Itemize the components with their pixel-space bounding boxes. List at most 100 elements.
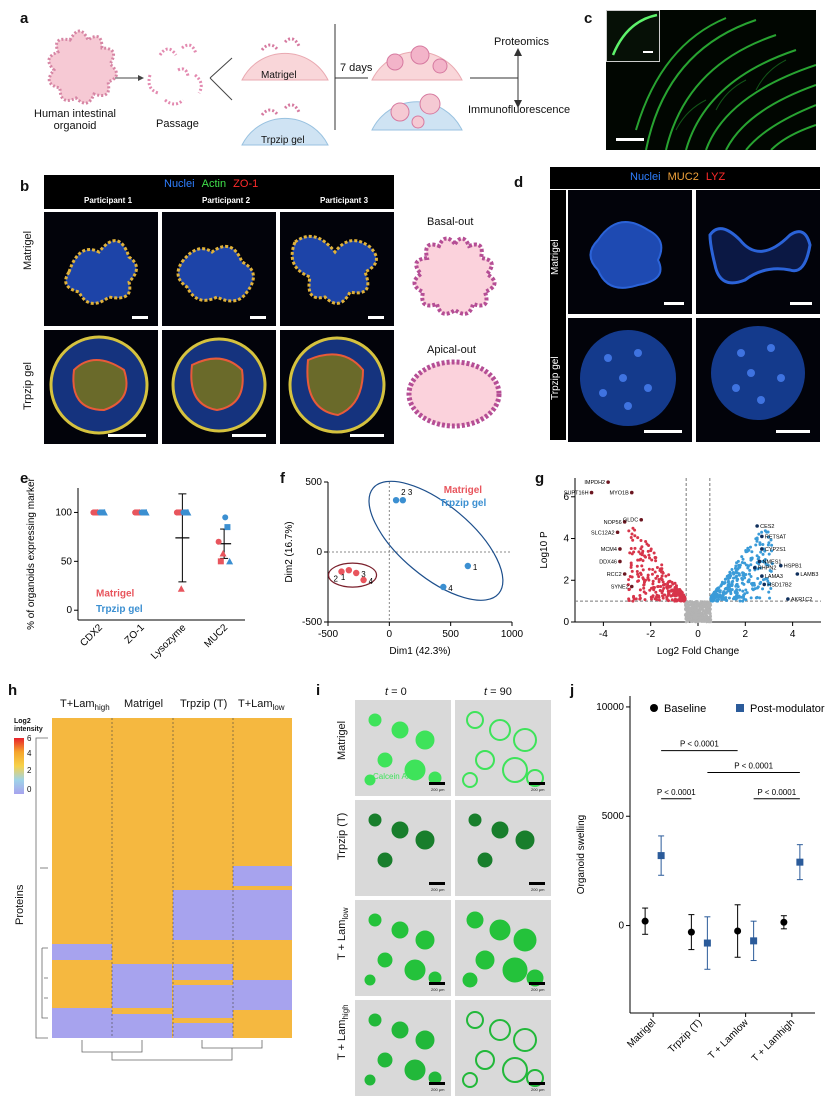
g-point-up	[743, 576, 747, 580]
e-y-tick-label: 50	[61, 556, 73, 567]
i-scalebar	[429, 882, 445, 885]
g-point-ns	[704, 615, 708, 619]
g-x-axis-label: Log2 Fold Change	[657, 646, 740, 657]
i-image: 200 µm Calcein AM	[355, 700, 451, 796]
d-stain-nuclei-label: Nuclei	[630, 171, 661, 183]
participant-1-label: Participant 1	[84, 196, 133, 205]
e-y-tick-label: 100	[55, 507, 72, 518]
panel-i-label: i	[316, 682, 321, 699]
g-point-up	[758, 566, 762, 570]
g-point-up	[765, 530, 769, 534]
g-point-down	[647, 567, 651, 571]
g-point-down	[648, 588, 652, 592]
e-point	[222, 514, 229, 521]
g-point-up	[733, 590, 737, 594]
g-point-up	[761, 587, 765, 591]
g-point-ns	[698, 610, 702, 613]
i-scalebar-label: 200 µm	[531, 1087, 545, 1092]
f-point	[464, 562, 472, 570]
g-point-down	[654, 590, 658, 594]
g-point-down	[658, 588, 662, 592]
i-col-t90: t = 90	[484, 686, 512, 698]
g-point-down	[679, 590, 683, 594]
g-gene-label: HSPB1	[784, 564, 802, 570]
g-point-down	[638, 596, 642, 600]
g-point-up	[766, 563, 770, 567]
g-point-down	[649, 586, 653, 590]
g-point-down	[631, 599, 635, 603]
j-baseline-point	[641, 917, 649, 925]
g-point-down	[664, 574, 668, 578]
g-point-up	[728, 570, 732, 574]
g-point-up	[719, 584, 723, 588]
g-point-down	[641, 576, 645, 580]
g-point-ns	[705, 611, 709, 615]
g-point-down	[654, 559, 658, 563]
g-point-up	[741, 571, 745, 575]
g-point-up	[737, 563, 741, 567]
panel-f-chart: -500 0 500 1000 -500 0 500 Dim1 (42.3%) Dim2 (16…	[284, 477, 524, 657]
g-point-down	[640, 545, 644, 549]
g-point-down	[633, 534, 637, 538]
g-point-up	[745, 591, 749, 595]
g-point-down	[657, 598, 661, 602]
g-point-ns	[703, 603, 707, 607]
f-legend-trpzip: Trpzip gel	[440, 498, 487, 509]
g-point-up	[768, 581, 772, 585]
i-scalebar	[429, 782, 445, 785]
g-point-down	[660, 574, 664, 578]
j-y-axis-label: Organoid swelling	[576, 815, 587, 895]
g-labeled-point	[629, 490, 634, 495]
j-x-tick-label: T + Lamhigh	[750, 1017, 797, 1064]
i-row-tlamhigh: T + Lamhigh	[336, 1004, 351, 1060]
i-row-trpzip: Trpzip (T)	[336, 812, 348, 860]
i-scalebar-label: 200 µm	[531, 887, 545, 892]
g-point-ns	[696, 608, 700, 612]
basal-out-label: Basal-out	[427, 216, 474, 228]
g-x-tick-label: 0	[695, 629, 701, 640]
g-point-down	[660, 591, 664, 595]
f-x-tick-label: 500	[442, 629, 459, 640]
g-point-up	[769, 538, 773, 542]
i-image: 200 µm	[455, 800, 551, 896]
g-point-up	[761, 552, 765, 556]
g-point-down	[666, 581, 670, 585]
i-scalebar	[529, 782, 545, 785]
g-point-down	[656, 574, 660, 578]
e-x-tick-label: ZO-1	[123, 622, 147, 646]
j-post-point	[796, 858, 804, 866]
g-point-down	[683, 597, 687, 601]
j-baseline-point	[687, 928, 695, 936]
g-point-ns	[688, 618, 691, 621]
panel-e-chart: 0 50 100 % of organoids expressing marker CD…	[26, 477, 245, 660]
g-point-down	[668, 585, 672, 589]
g-point-up	[725, 586, 729, 590]
g-point-up	[749, 596, 753, 600]
g-point-down	[627, 598, 631, 602]
g-point-ns	[687, 603, 691, 607]
e-legend-matrigel: Matrigel	[96, 589, 135, 600]
j-significance-label: P < 0.0001	[680, 740, 719, 749]
f-point-label: 4	[369, 577, 374, 586]
e-point	[92, 509, 99, 516]
g-point-up	[725, 574, 729, 578]
g-point-up	[769, 587, 773, 591]
g-point-ns	[690, 606, 693, 610]
g-point-down	[639, 557, 643, 561]
f-point-label: 3	[361, 570, 366, 579]
g-point-ns	[695, 619, 699, 623]
panel-e-label: e	[20, 470, 29, 487]
f-y-axis-label: Dim2 (16.7%)	[284, 521, 295, 582]
passage-fragments-illustration	[147, 43, 203, 106]
h-legend-tick-2: 2	[27, 766, 32, 775]
j-legend-baseline: Baseline	[664, 703, 706, 715]
g-labeled-point	[622, 520, 627, 524]
f-y-tick-label: -500	[302, 617, 322, 628]
d-matrigel-image-2	[696, 190, 820, 314]
g-point-down	[640, 564, 644, 568]
g-point-up	[740, 581, 744, 585]
j-x-tick-label: Trpzip (T)	[666, 1017, 704, 1055]
stain-nuclei-label: Nuclei	[164, 178, 195, 190]
f-legend-matrigel: Matrigel	[444, 485, 483, 496]
g-gene-label: MCM4	[601, 547, 617, 553]
